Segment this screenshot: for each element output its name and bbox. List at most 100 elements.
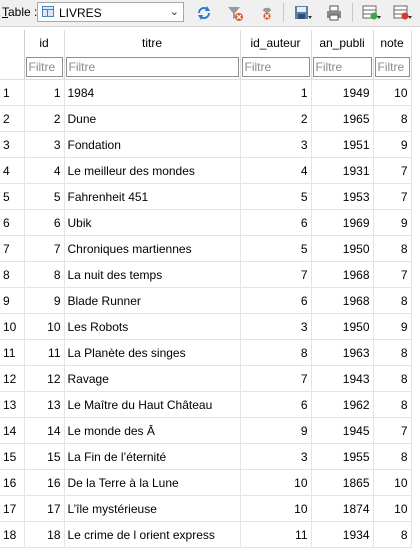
filter-input-note[interactable]: Filtre bbox=[374, 57, 410, 77]
cell-an-publi[interactable]: 1945 bbox=[311, 417, 374, 444]
cell-an-publi[interactable]: 1950 bbox=[311, 235, 374, 262]
cell-titre[interactable]: Dune bbox=[64, 105, 241, 132]
cell-note[interactable]: 8 bbox=[373, 443, 412, 470]
table-row[interactable]: 4 4 Le meilleur des mondes 4 1931 7 bbox=[0, 157, 412, 184]
table-row[interactable]: 17 17 L’île mystérieuse 10 1874 10 bbox=[0, 495, 412, 522]
filter-input-id-auteur[interactable]: Filtre bbox=[241, 57, 310, 77]
table-row[interactable]: 3 3 Fondation 3 1951 9 bbox=[0, 131, 412, 158]
cell-titre[interactable]: 1984 bbox=[64, 79, 241, 106]
cell-titre[interactable]: Ubik bbox=[64, 209, 241, 236]
cell-an-publi[interactable]: 1969 bbox=[311, 209, 374, 236]
cell-note[interactable]: 8 bbox=[373, 391, 412, 418]
cell-note[interactable]: 8 bbox=[373, 235, 412, 262]
cell-titre[interactable]: L’île mystérieuse bbox=[64, 495, 241, 522]
cell-titre[interactable]: Le crime de l orient express bbox=[64, 521, 241, 548]
cell-an-publi[interactable]: 1962 bbox=[311, 391, 374, 418]
cell-an-publi[interactable]: 1874 bbox=[311, 495, 374, 522]
table-row[interactable]: 5 5 Fahrenheit 451 5 1953 7 bbox=[0, 183, 412, 210]
cell-an-publi[interactable]: 1943 bbox=[311, 365, 374, 392]
cell-note[interactable]: 8 bbox=[373, 339, 412, 366]
column-header-id-auteur[interactable]: id_auteur bbox=[240, 30, 312, 55]
cell-note[interactable]: 8 bbox=[373, 521, 412, 548]
table-select[interactable]: LIVRES ⌄ bbox=[37, 2, 184, 22]
cell-an-publi[interactable]: 1953 bbox=[311, 183, 374, 210]
table-row[interactable]: 9 9 Blade Runner 6 1968 8 bbox=[0, 287, 412, 314]
cell-note[interactable]: 9 bbox=[373, 131, 412, 158]
cell-id-auteur[interactable]: 5 bbox=[240, 235, 312, 262]
cell-id-auteur[interactable]: 10 bbox=[240, 469, 312, 496]
cell-note[interactable]: 7 bbox=[373, 261, 412, 288]
cell-id-auteur[interactable]: 11 bbox=[240, 521, 312, 548]
cell-note[interactable]: 7 bbox=[373, 417, 412, 444]
cell-titre[interactable]: Le meilleur des mondes bbox=[64, 157, 241, 184]
cell-an-publi[interactable]: 1968 bbox=[311, 287, 374, 314]
cell-id[interactable]: 3 bbox=[24, 131, 65, 158]
cell-id-auteur[interactable]: 7 bbox=[240, 365, 312, 392]
new-record-button[interactable] bbox=[361, 2, 383, 24]
cell-id[interactable]: 16 bbox=[24, 469, 65, 496]
cell-id[interactable]: 4 bbox=[24, 157, 65, 184]
cell-id[interactable]: 2 bbox=[24, 105, 65, 132]
table-row[interactable]: 16 16 De la Terre à la Lune 10 1865 10 bbox=[0, 469, 412, 496]
cell-id-auteur[interactable]: 6 bbox=[240, 391, 312, 418]
column-header-an-publi[interactable]: an_publi bbox=[311, 30, 374, 55]
cell-note[interactable]: 9 bbox=[373, 209, 412, 236]
cell-an-publi[interactable]: 1965 bbox=[311, 105, 374, 132]
table-row[interactable]: 8 8 La nuit des temps 7 1968 7 bbox=[0, 261, 412, 288]
cell-id[interactable]: 1 bbox=[24, 79, 65, 106]
cell-an-publi[interactable]: 1950 bbox=[311, 313, 374, 340]
cell-id-auteur[interactable]: 6 bbox=[240, 287, 312, 314]
cell-id[interactable]: 15 bbox=[24, 443, 65, 470]
cell-titre[interactable]: Ravage bbox=[64, 365, 241, 392]
cell-id-auteur[interactable]: 3 bbox=[240, 443, 312, 470]
filter-input-titre[interactable]: Filtre bbox=[65, 57, 239, 77]
cell-note[interactable]: 8 bbox=[373, 365, 412, 392]
cell-id-auteur[interactable]: 3 bbox=[240, 131, 312, 158]
cell-id-auteur[interactable]: 7 bbox=[240, 261, 312, 288]
table-row[interactable]: 7 7 Chroniques martiennes 5 1950 8 bbox=[0, 235, 412, 262]
cell-titre[interactable]: Chroniques martiennes bbox=[64, 235, 241, 262]
cell-titre[interactable]: Fondation bbox=[64, 131, 241, 158]
cell-titre[interactable]: La Fin de l’éternité bbox=[64, 443, 241, 470]
delete-filter-button[interactable] bbox=[256, 2, 278, 24]
cell-note[interactable]: 10 bbox=[373, 469, 412, 496]
cell-an-publi[interactable]: 1931 bbox=[311, 157, 374, 184]
cell-note[interactable]: 10 bbox=[373, 495, 412, 522]
cell-id[interactable]: 12 bbox=[24, 365, 65, 392]
table-row[interactable]: 6 6 Ubik 6 1969 9 bbox=[0, 209, 412, 236]
column-header-id[interactable]: id bbox=[24, 30, 65, 55]
cell-an-publi[interactable]: 1968 bbox=[311, 261, 374, 288]
filter-input-id[interactable]: Filtre bbox=[25, 57, 63, 77]
cell-titre[interactable]: Le Maître du Haut Château bbox=[64, 391, 241, 418]
cell-id-auteur[interactable]: 1 bbox=[240, 79, 312, 106]
cell-id-auteur[interactable]: 10 bbox=[240, 495, 312, 522]
cell-titre[interactable]: Blade Runner bbox=[64, 287, 241, 314]
cell-id-auteur[interactable]: 9 bbox=[240, 417, 312, 444]
cell-an-publi[interactable]: 1955 bbox=[311, 443, 374, 470]
cell-note[interactable]: 8 bbox=[373, 105, 412, 132]
cell-note[interactable]: 10 bbox=[373, 79, 412, 106]
cell-titre[interactable]: Fahrenheit 451 bbox=[64, 183, 241, 210]
cell-note[interactable]: 7 bbox=[373, 157, 412, 184]
table-row[interactable]: 12 12 Ravage 7 1943 8 bbox=[0, 365, 412, 392]
table-row[interactable]: 1 1 1984 1 1949 10 bbox=[0, 79, 412, 106]
column-header-titre[interactable]: titre bbox=[64, 30, 241, 55]
cell-id-auteur[interactable]: 3 bbox=[240, 313, 312, 340]
print-button[interactable] bbox=[323, 2, 345, 24]
table-row[interactable]: 13 13 Le Maître du Haut Château 6 1962 8 bbox=[0, 391, 412, 418]
cell-id-auteur[interactable]: 5 bbox=[240, 183, 312, 210]
table-row[interactable]: 10 10 Les Robots 3 1950 9 bbox=[0, 313, 412, 340]
column-header-note[interactable]: note bbox=[373, 30, 412, 55]
cell-id-auteur[interactable]: 8 bbox=[240, 339, 312, 366]
cell-id[interactable]: 5 bbox=[24, 183, 65, 210]
cell-id[interactable]: 7 bbox=[24, 235, 65, 262]
cell-id[interactable]: 14 bbox=[24, 417, 65, 444]
cell-id[interactable]: 8 bbox=[24, 261, 65, 288]
cell-titre[interactable]: Les Robots bbox=[64, 313, 241, 340]
cell-an-publi[interactable]: 1951 bbox=[311, 131, 374, 158]
cell-id[interactable]: 11 bbox=[24, 339, 65, 366]
table-row[interactable]: 15 15 La Fin de l’éternité 3 1955 8 bbox=[0, 443, 412, 470]
cell-titre[interactable]: Le monde des Ā bbox=[64, 417, 241, 444]
cell-id-auteur[interactable]: 2 bbox=[240, 105, 312, 132]
cell-id[interactable]: 9 bbox=[24, 287, 65, 314]
